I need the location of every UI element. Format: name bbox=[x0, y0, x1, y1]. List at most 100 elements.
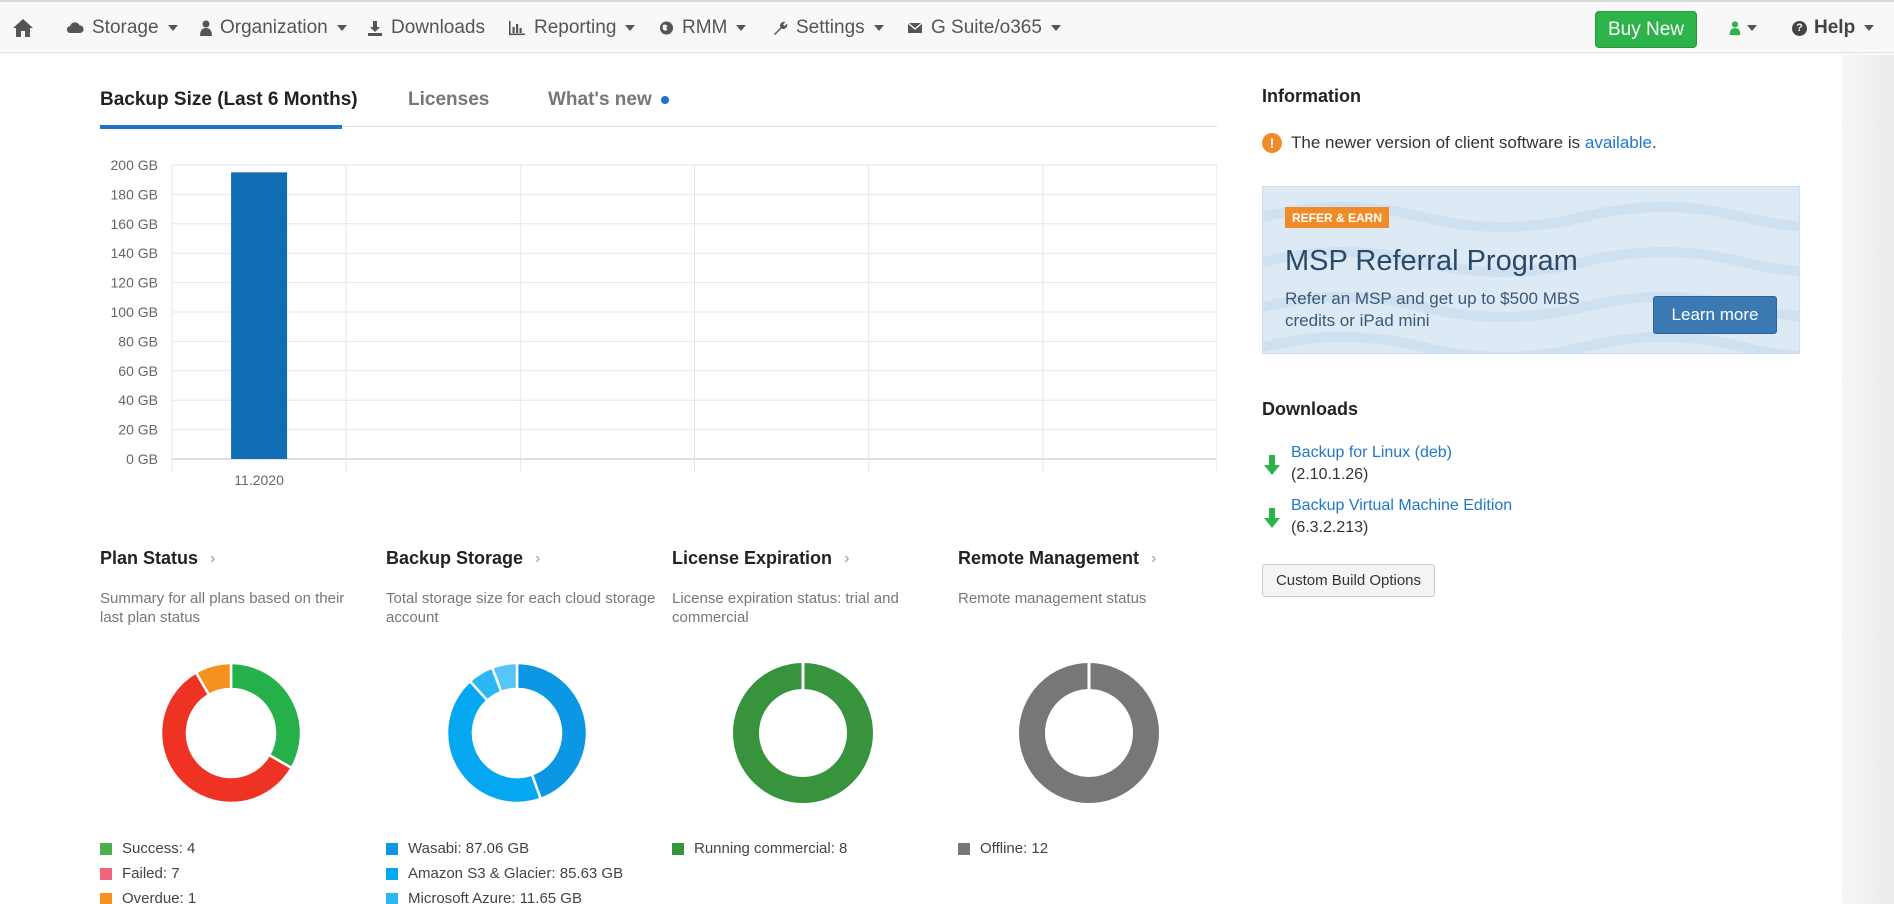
legend-swatch bbox=[386, 867, 398, 880]
refer-earn-badge: REFER & EARN bbox=[1285, 207, 1390, 228]
home-icon[interactable] bbox=[12, 4, 34, 52]
remote-management-title[interactable]: Remote Management › bbox=[958, 548, 1228, 569]
chevron-down-icon bbox=[873, 25, 884, 31]
legend-swatch bbox=[100, 842, 112, 855]
nav-rmm-label: RMM bbox=[682, 17, 728, 38]
legend-item[interactable]: Amazon S3 & Glacier: 85.63 GB bbox=[386, 861, 656, 886]
donut-slice[interactable] bbox=[490, 661, 519, 694]
backup-storage-title-text: Backup Storage bbox=[386, 548, 524, 568]
help-menu[interactable]: ? Help bbox=[1792, 4, 1875, 52]
active-tab-indicator bbox=[100, 125, 342, 129]
donut-slice[interactable] bbox=[1019, 663, 1159, 803]
plan-status-section: Plan Status › Summary for all plans based… bbox=[100, 548, 370, 904]
legend-label: Amazon S3 & Glacier: 85.63 GB bbox=[408, 865, 624, 882]
chevron-down-icon bbox=[167, 25, 178, 31]
plan-status-donut[interactable] bbox=[146, 648, 316, 818]
exclamation-circle-icon: ! bbox=[1262, 133, 1282, 153]
remote-management-desc: Remote management status bbox=[958, 590, 1147, 607]
nav-gsuite-label: G Suite/o365 bbox=[931, 17, 1042, 38]
chevron-right-icon: › bbox=[844, 549, 850, 567]
bar[interactable] bbox=[231, 172, 288, 459]
remote-management-section: Remote Management › Remote management sta… bbox=[958, 548, 1228, 857]
legend-swatch bbox=[386, 892, 398, 904]
legend-item[interactable]: Wasabi: 87.06 GB bbox=[386, 836, 656, 861]
backup-storage-title[interactable]: Backup Storage › bbox=[386, 548, 656, 569]
nav-rmm[interactable]: RMM bbox=[659, 4, 747, 52]
y-tick-label: 180 GB bbox=[111, 186, 158, 202]
donut-slice[interactable] bbox=[229, 661, 303, 770]
legend-label: Overdue: 1 bbox=[122, 890, 197, 904]
donut-slice[interactable] bbox=[445, 679, 543, 805]
envelope-icon bbox=[907, 22, 923, 33]
plan-status-title[interactable]: Plan Status › bbox=[100, 548, 370, 569]
y-tick-label: 200 GB bbox=[111, 157, 158, 173]
legend-label: Running commercial: 8 bbox=[694, 840, 848, 857]
top-navbar: Storage Organization Downloads Reporting… bbox=[0, 0, 1894, 53]
donut-slice[interactable] bbox=[194, 661, 233, 697]
referral-title: MSP Referral Program bbox=[1285, 245, 1578, 277]
remote-management-title-text: Remote Management bbox=[958, 548, 1140, 568]
legend-item[interactable]: Success: 4 bbox=[100, 836, 370, 861]
license-expiration-title[interactable]: License Expiration › bbox=[672, 548, 942, 569]
backup-storage-legend: Wasabi: 87.06 GB Amazon S3 & Glacier: 85.… bbox=[386, 836, 656, 904]
remote-management-donut[interactable] bbox=[1004, 648, 1174, 818]
download-arrow-icon bbox=[1264, 508, 1280, 528]
legend-label: Microsoft Azure: 11.65 GB bbox=[408, 890, 582, 904]
user-menu[interactable] bbox=[1729, 4, 1757, 52]
chevron-right-icon: › bbox=[210, 549, 216, 567]
legend-label: Failed: 7 bbox=[122, 865, 180, 882]
tab-whats-new-label: What's new bbox=[548, 88, 652, 110]
nav-storage-label: Storage bbox=[92, 17, 159, 38]
cloud-icon bbox=[66, 22, 84, 34]
license-expiration-donut[interactable] bbox=[718, 648, 888, 818]
legend-swatch bbox=[386, 842, 398, 855]
y-tick-label: 60 GB bbox=[118, 363, 158, 379]
y-tick-label: 20 GB bbox=[118, 422, 158, 438]
y-tick-label: 120 GB bbox=[111, 275, 158, 291]
legend-item[interactable]: Overdue: 1 bbox=[100, 886, 370, 904]
tab-whats-new[interactable]: What's new bbox=[548, 72, 669, 127]
download-link-linux[interactable]: Backup for Linux (deb) bbox=[1291, 444, 1452, 461]
chevron-down-icon bbox=[625, 25, 636, 31]
nav-storage[interactable]: Storage bbox=[66, 4, 178, 52]
nav-gsuite[interactable]: G Suite/o365 bbox=[907, 4, 1061, 52]
y-tick-label: 100 GB bbox=[111, 304, 158, 320]
y-tick-label: 80 GB bbox=[118, 333, 158, 349]
donut-slice[interactable] bbox=[159, 670, 294, 805]
nav-settings-label: Settings bbox=[796, 17, 865, 38]
license-expiration-desc: License expiration status: trial and com… bbox=[672, 590, 899, 626]
update-notice-end: . bbox=[1651, 133, 1657, 152]
legend-item[interactable]: Offline: 12 bbox=[958, 836, 1228, 861]
nav-downloads[interactable]: Downloads bbox=[367, 4, 485, 52]
chevron-down-icon bbox=[1050, 25, 1061, 31]
donut-slice[interactable] bbox=[515, 661, 589, 801]
legend-label: Success: 4 bbox=[122, 840, 196, 857]
remote-management-legend: Offline: 12 bbox=[958, 836, 1228, 861]
chevron-down-icon bbox=[336, 25, 347, 31]
backup-storage-desc: Total storage size for each cloud storag… bbox=[386, 590, 656, 626]
legend-label: Wasabi: 87.06 GB bbox=[408, 840, 530, 857]
donut-slice[interactable] bbox=[733, 663, 873, 803]
legend-item[interactable]: Failed: 7 bbox=[100, 861, 370, 886]
buy-new-button[interactable]: Buy New bbox=[1595, 11, 1697, 48]
y-tick-label: 40 GB bbox=[118, 392, 158, 408]
downloads-title: Downloads bbox=[1262, 399, 1359, 419]
download-link-vm-edition[interactable]: Backup Virtual Machine Edition bbox=[1291, 497, 1513, 514]
y-tick-label: 0 GB bbox=[126, 451, 158, 467]
legend-swatch bbox=[672, 842, 684, 855]
learn-more-button[interactable]: Learn more bbox=[1653, 296, 1777, 334]
backup-storage-donut[interactable] bbox=[432, 648, 602, 818]
custom-build-options-button[interactable]: Custom Build Options bbox=[1262, 564, 1435, 597]
tab-backup-size[interactable]: Backup Size (Last 6 Months) bbox=[100, 72, 358, 129]
legend-item[interactable]: Microsoft Azure: 11.65 GB bbox=[386, 886, 656, 904]
nav-reporting[interactable]: Reporting bbox=[508, 4, 636, 52]
tab-licenses[interactable]: Licenses bbox=[408, 72, 489, 127]
plan-status-title-text: Plan Status bbox=[100, 548, 199, 568]
chevron-down-icon bbox=[736, 25, 747, 31]
nav-settings[interactable]: Settings bbox=[772, 4, 884, 52]
nav-organization[interactable]: Organization bbox=[200, 4, 347, 52]
available-link[interactable]: available bbox=[1584, 133, 1652, 152]
dashboard-tabs: Backup Size (Last 6 Months) Licenses Wha… bbox=[100, 72, 1217, 129]
legend-item[interactable]: Running commercial: 8 bbox=[672, 836, 942, 861]
new-indicator-dot bbox=[660, 95, 669, 104]
